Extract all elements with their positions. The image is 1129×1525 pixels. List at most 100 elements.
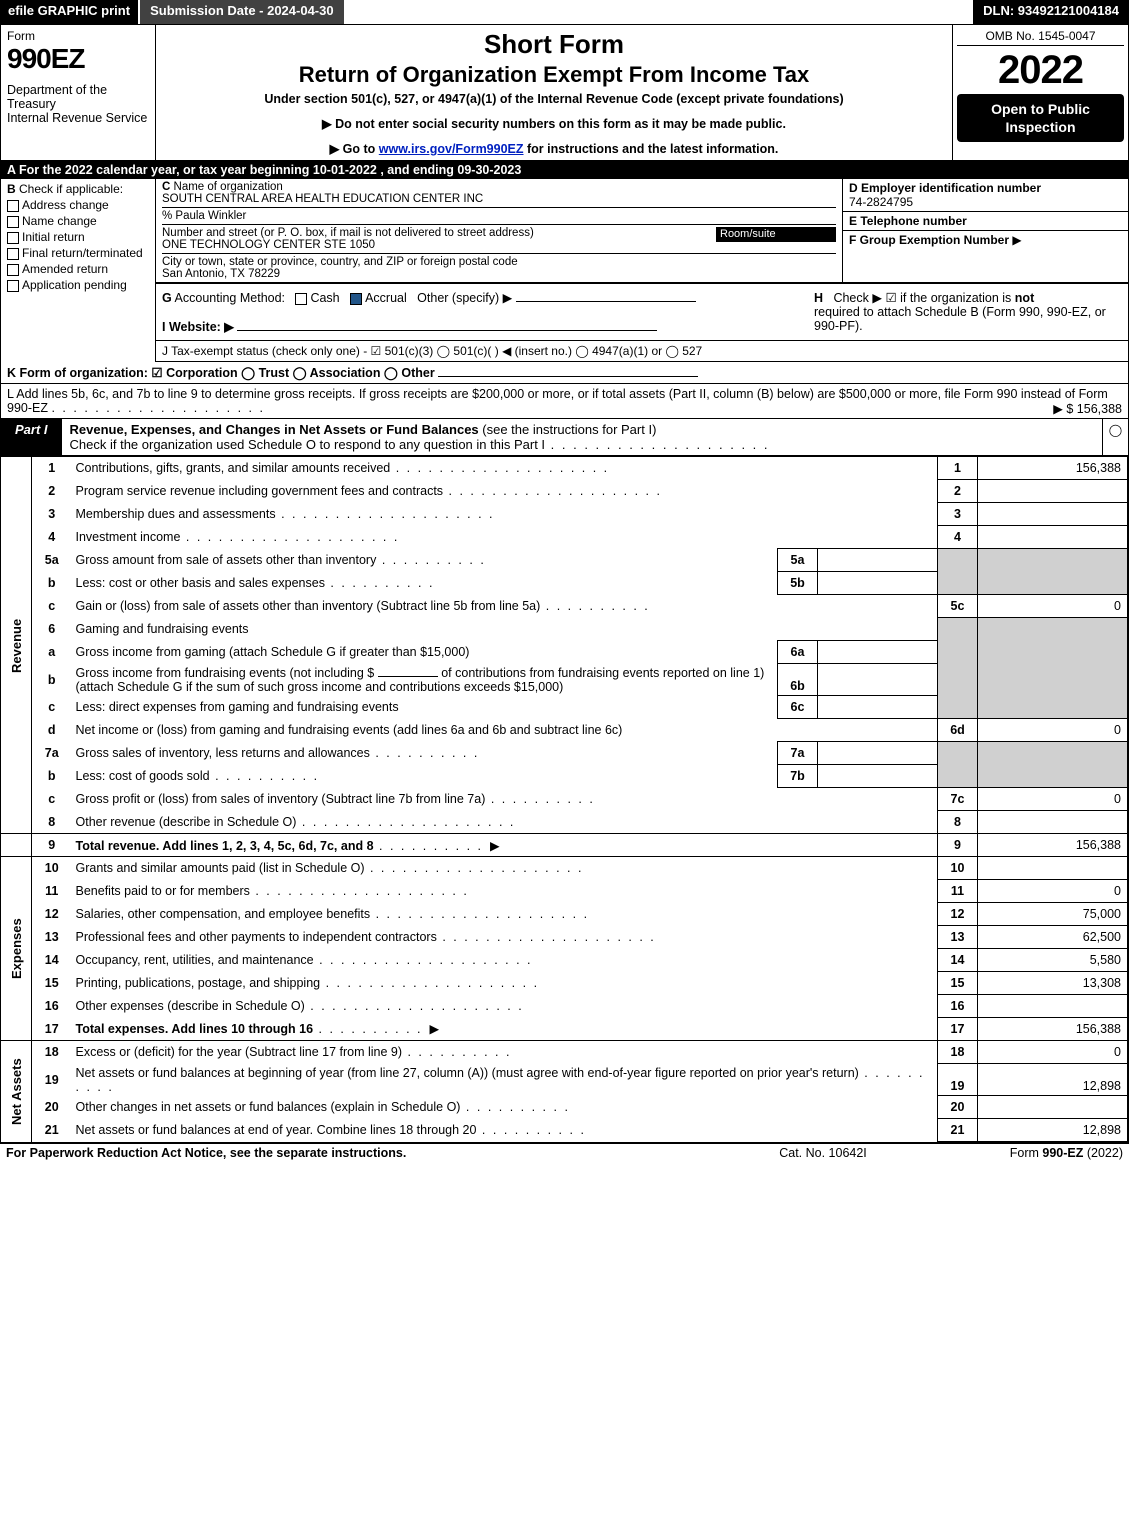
side-revenue: Revenue xyxy=(1,457,32,834)
shade-6v xyxy=(978,618,1128,719)
ln6b-t1: Gross income from fundraising events (no… xyxy=(76,666,375,680)
org-name: SOUTH CENTRAL AREA HEALTH EDUCATION CENT… xyxy=(162,193,836,205)
ln7b-t: Less: cost of goods sold xyxy=(76,769,320,783)
b-text: Check if applicable: xyxy=(19,182,123,196)
f-arrow-icon: ▶ xyxy=(1012,233,1021,247)
row-cd: C Name of organization SOUTH CENTRAL ARE… xyxy=(156,179,1128,283)
ln6a-sv xyxy=(818,641,938,664)
ln21-n: 21 xyxy=(32,1119,72,1142)
ln6a-t: Gross income from gaming (attach Schedul… xyxy=(72,641,778,664)
ln10-v xyxy=(978,857,1128,880)
website-line[interactable] xyxy=(237,330,657,331)
ln6c-t: Less: direct expenses from gaming and fu… xyxy=(72,696,778,719)
addr-hd: Number and street (or P. O. box, if mail… xyxy=(162,227,716,239)
ln19-rn: 19 xyxy=(938,1064,978,1096)
ln9-v: 156,388 xyxy=(978,834,1128,857)
ln1-t: Contributions, gifts, grants, and simila… xyxy=(76,461,610,475)
box-f: F Group Exemption Number ▶ xyxy=(843,231,1128,249)
ln11-v: 0 xyxy=(978,880,1128,903)
open-public-badge: Open to Public Inspection xyxy=(957,94,1124,142)
k-other-line[interactable] xyxy=(438,376,698,377)
ln10-rn: 10 xyxy=(938,857,978,880)
ln3-t: Membership dues and assessments xyxy=(76,507,495,521)
ln10-t: Grants and similar amounts paid (list in… xyxy=(76,861,584,875)
h-not: not xyxy=(1015,291,1034,305)
dln-label: DLN: 93492121004184 xyxy=(973,0,1129,24)
city-hd: City or town, state or province, country… xyxy=(162,256,836,268)
ln7a-sn: 7a xyxy=(778,742,818,765)
h-rest: required to attach Schedule B (Form 990,… xyxy=(814,305,1106,333)
col-def: D Employer identification number 74-2824… xyxy=(843,179,1128,282)
g-other-line[interactable] xyxy=(516,301,696,302)
ein: 74-2824795 xyxy=(849,195,1122,209)
form-label: Form xyxy=(7,29,149,43)
d-hd: D Employer identification number xyxy=(849,181,1122,195)
e-hd: E Telephone number xyxy=(849,214,1122,228)
ln2-n: 2 xyxy=(32,480,72,503)
ln10-n: 10 xyxy=(32,857,72,880)
ln15-t: Printing, publications, postage, and shi… xyxy=(76,976,540,990)
shade-6 xyxy=(938,618,978,719)
ln6c-n: c xyxy=(32,696,72,719)
chk-address-change[interactable]: Address change xyxy=(7,198,149,212)
ln2-v xyxy=(978,480,1128,503)
ln14-v: 5,580 xyxy=(978,949,1128,972)
ln19-v: 12,898 xyxy=(978,1064,1128,1096)
ln7c-v: 0 xyxy=(978,788,1128,811)
g-cash: Cash xyxy=(310,291,339,305)
ln21-rn: 21 xyxy=(938,1119,978,1142)
l-amount: ▶ $ 156,388 xyxy=(1053,401,1122,416)
ln6-t: Gaming and fundraising events xyxy=(72,618,938,641)
h-text: Check ▶ ☑ if the organization is xyxy=(833,291,1011,305)
ln19-t: Net assets or fund balances at beginning… xyxy=(76,1066,859,1080)
c-label: C xyxy=(162,181,170,193)
part-i-checkbox[interactable]: ◯ xyxy=(1102,419,1128,455)
ln8-t: Other revenue (describe in Schedule O) xyxy=(76,815,516,829)
h-label: H xyxy=(814,291,823,305)
ln12-t: Salaries, other compensation, and employ… xyxy=(76,907,590,921)
dept-label: Department of the Treasury Internal Reve… xyxy=(7,83,149,125)
ln5b-t: Less: cost or other basis and sales expe… xyxy=(76,576,435,590)
header-right: OMB No. 1545-0047 2022 Open to Public In… xyxy=(953,25,1128,160)
ln17-t: Total expenses. Add lines 10 through 16 xyxy=(76,1022,314,1036)
side-netassets: Net Assets xyxy=(1,1041,32,1142)
topbar-spacer xyxy=(344,0,974,24)
chk-amended-return[interactable]: Amended return xyxy=(7,262,149,276)
submission-date-btn[interactable]: Submission Date - 2024-04-30 xyxy=(140,0,344,24)
k-text: K Form of organization: ☑ Corporation ◯ … xyxy=(7,366,435,380)
ln6d-v: 0 xyxy=(978,719,1128,742)
section-a: A For the 2022 calendar year, or tax yea… xyxy=(1,161,1128,179)
chk-final-return[interactable]: Final return/terminated xyxy=(7,246,149,260)
efile-graphic-btn[interactable]: efile GRAPHIC print xyxy=(0,0,140,24)
ln5c-v: 0 xyxy=(978,595,1128,618)
shade-7v xyxy=(978,742,1128,788)
ln7b-sv xyxy=(818,765,938,788)
chk-cash[interactable] xyxy=(295,293,307,305)
ln9-n: 9 xyxy=(32,834,72,857)
chk-accrual[interactable] xyxy=(350,293,362,305)
col-cdef-wrap: C Name of organization SOUTH CENTRAL ARE… xyxy=(156,179,1128,362)
chk-application-pending[interactable]: Application pending xyxy=(7,278,149,292)
ln6d-n: d xyxy=(32,719,72,742)
form-outer: Form 990EZ Department of the Treasury In… xyxy=(0,24,1129,1143)
topbar: efile GRAPHIC print Submission Date - 20… xyxy=(0,0,1129,24)
part-i-title-b: Revenue, Expenses, and Changes in Net As… xyxy=(70,422,479,437)
ln16-t: Other expenses (describe in Schedule O) xyxy=(76,999,524,1013)
ln8-n: 8 xyxy=(32,811,72,834)
ln6-n: 6 xyxy=(32,618,72,641)
foot-left: For Paperwork Reduction Act Notice, see … xyxy=(6,1146,723,1160)
l-dots xyxy=(51,401,264,415)
i-website-lbl: I Website: ▶ xyxy=(162,320,234,334)
irs-link[interactable]: www.irs.gov/Form990EZ xyxy=(379,142,524,156)
chk-name-change[interactable]: Name change xyxy=(7,214,149,228)
ln6d-t: Net income or (loss) from gaming and fun… xyxy=(72,719,938,742)
ln6d-rn: 6d xyxy=(938,719,978,742)
ln17-rn: 17 xyxy=(938,1018,978,1041)
col-h: H Check ▶ ☑ if the organization is not r… xyxy=(808,284,1128,340)
ln11-rn: 11 xyxy=(938,880,978,903)
ln4-t: Investment income xyxy=(76,530,400,544)
ln7b-n: b xyxy=(32,765,72,788)
ln3-n: 3 xyxy=(32,503,72,526)
chk-initial-return[interactable]: Initial return xyxy=(7,230,149,244)
ln6b-blank[interactable] xyxy=(378,676,438,677)
